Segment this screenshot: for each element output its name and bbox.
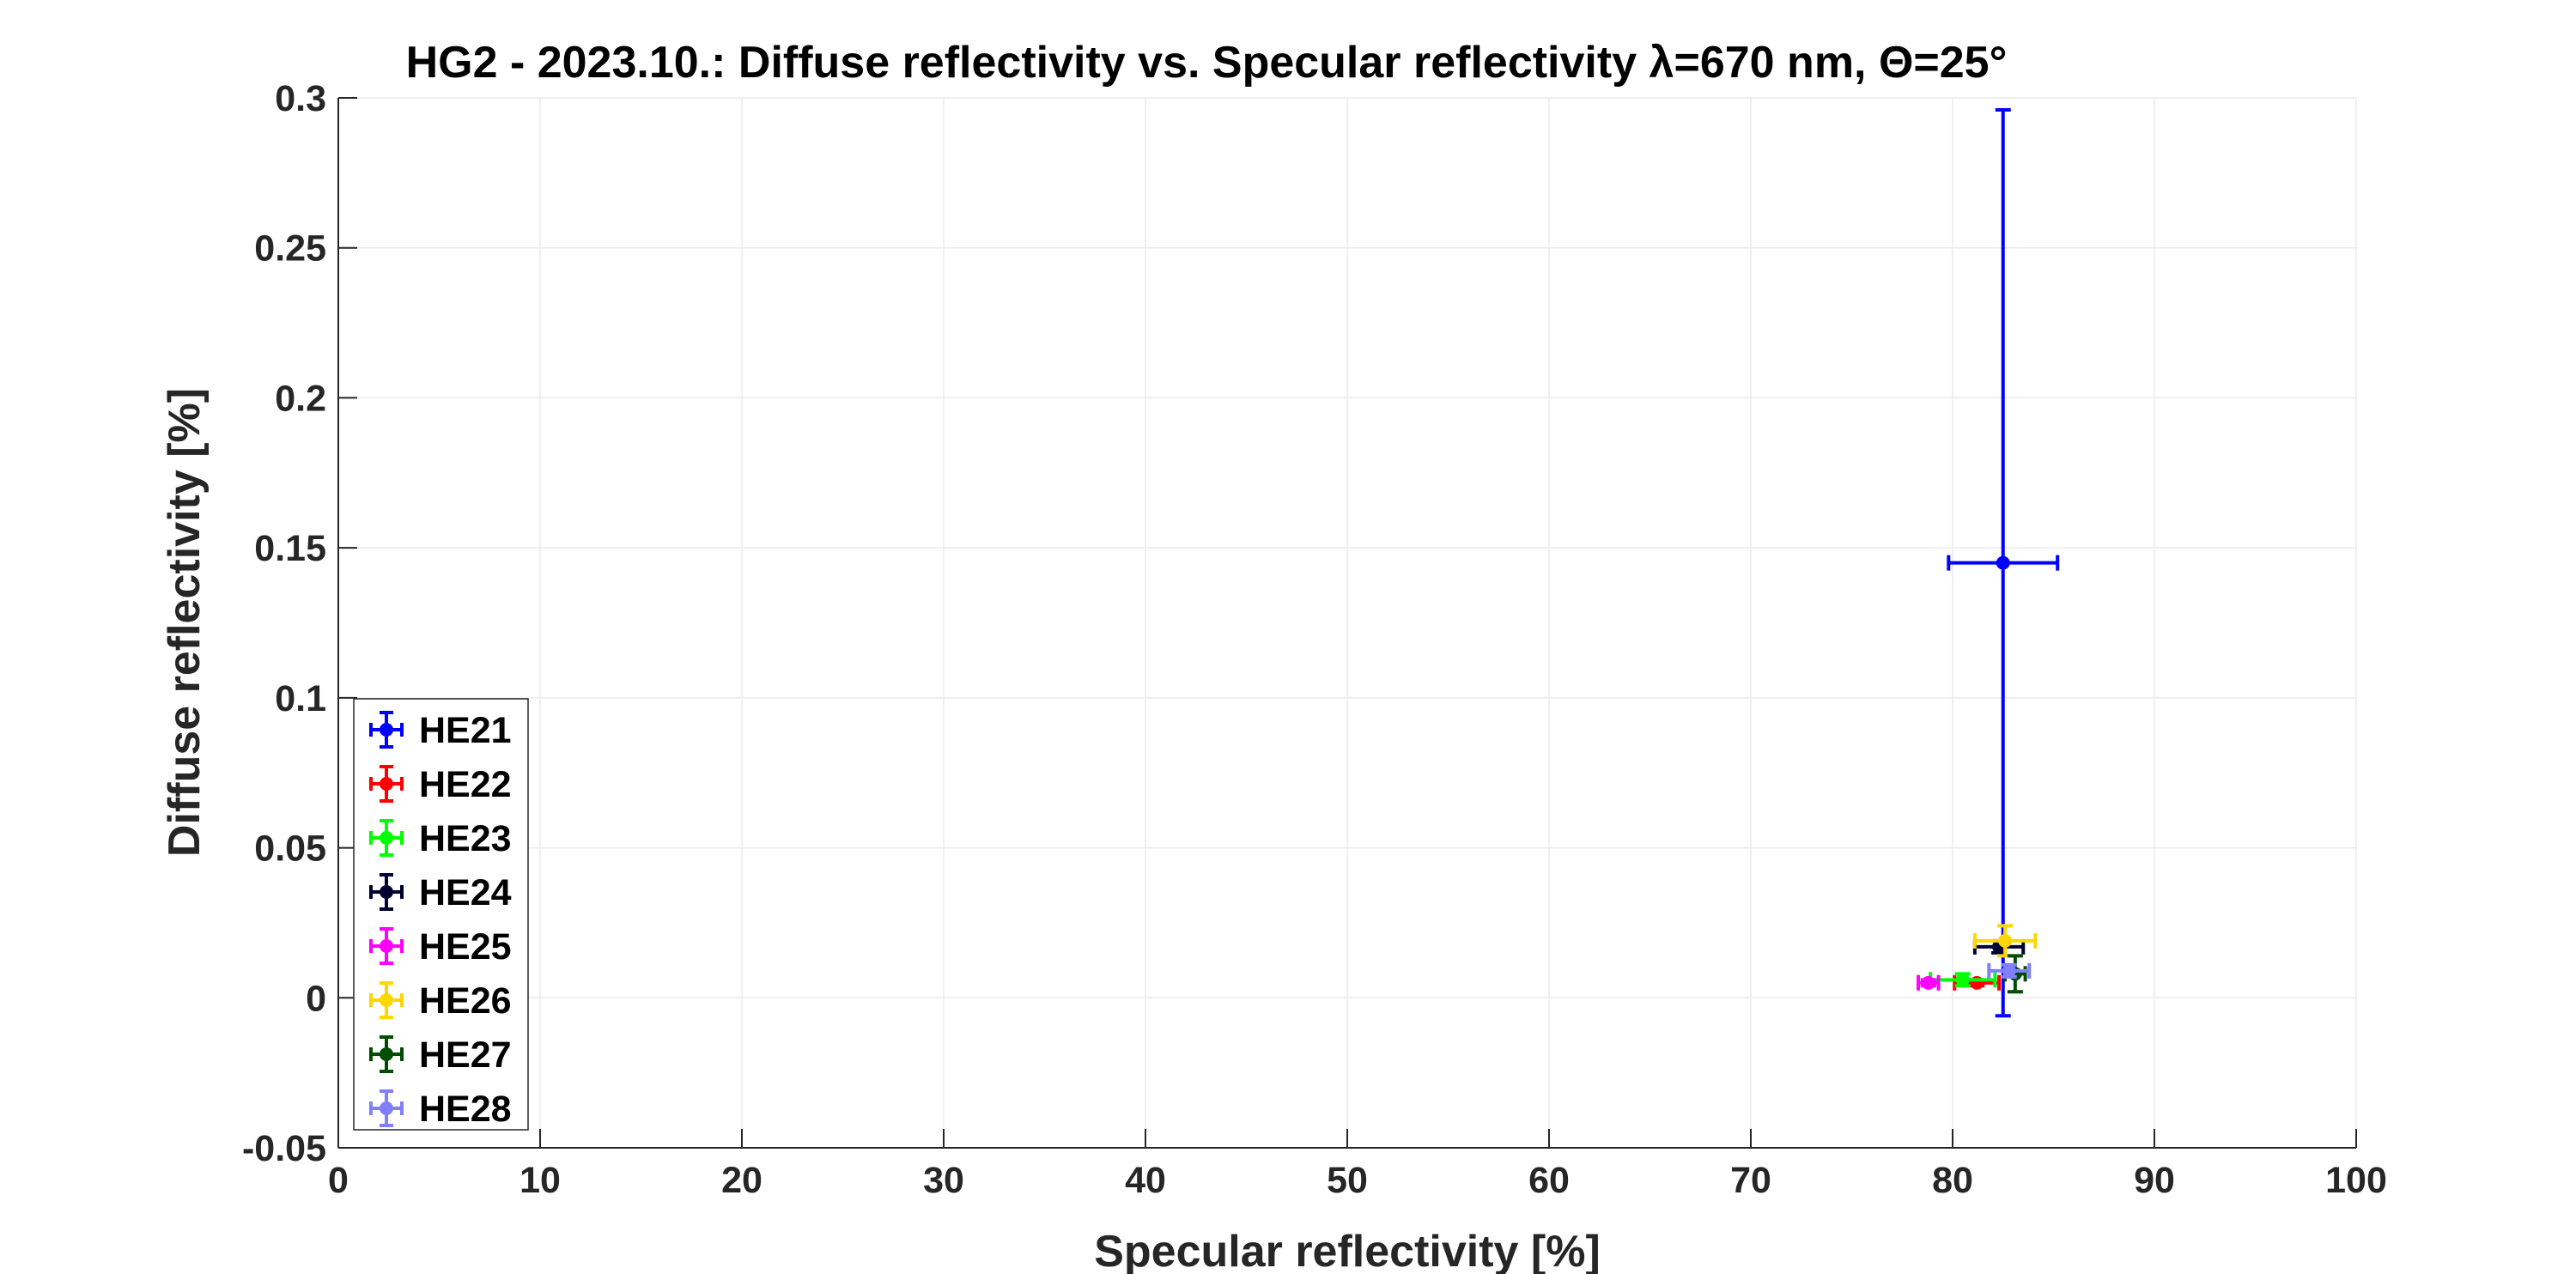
legend-item-he28: HE28	[369, 1089, 512, 1130]
data-point	[1921, 975, 1935, 990]
y-tick-label: 0.15	[254, 528, 326, 569]
legend-label: HE27	[419, 1034, 512, 1076]
legend-marker-dot	[380, 1101, 393, 1115]
legend-item-he26: HE26	[369, 980, 512, 1022]
x-tick-label: 20	[721, 1160, 762, 1201]
series-he21	[1947, 107, 2060, 1018]
x-tick-label: 50	[1327, 1160, 1368, 1201]
tick-labels: 0 10 20 30 40 50 60 70 80 90 100-0.0500.050.10.150…	[242, 78, 2387, 1201]
legend-marker-dot	[380, 939, 393, 953]
legend-marker-dot	[380, 831, 393, 845]
legend-label: HE26	[419, 980, 512, 1022]
x-tick-label: 90	[2134, 1160, 2175, 1201]
legend-marker-dot	[380, 993, 393, 1007]
y-tick-label: 0.05	[254, 828, 326, 870]
legend-item-he23: HE23	[369, 818, 512, 859]
x-tick-label: 40	[1125, 1160, 1166, 1201]
x-tick-label: 80	[1932, 1160, 1973, 1201]
y-tick-label: 0	[306, 978, 326, 1019]
y-axis-label: Diffuse reflectivity [%]	[160, 388, 210, 857]
legend-marker-dot	[380, 777, 393, 791]
legend-label: HE22	[419, 764, 512, 805]
y-tick-label: 0.2	[275, 378, 326, 419]
y-tick-label: 0.1	[275, 678, 326, 719]
legend-label: HE25	[419, 926, 512, 968]
series-he23	[1929, 972, 1997, 988]
series-he26	[1972, 924, 2038, 958]
x-tick-label: 10	[519, 1160, 561, 1201]
legend-label: HE23	[419, 818, 512, 859]
legend: HE21 HE22 HE23 HE24 HE25 HE26 HE27 HE28	[353, 698, 529, 1131]
data-point	[1996, 555, 2010, 570]
axes	[337, 97, 2357, 1149]
x-tick-label: 0	[328, 1160, 349, 1201]
legend-item-he24: HE24	[369, 872, 512, 913]
legend-item-he27: HE27	[369, 1034, 512, 1076]
legend-marker-dot	[380, 1047, 393, 1061]
series-he25	[1917, 974, 1941, 991]
x-tick-label: 100	[2325, 1160, 2387, 1201]
legend-marker-dot	[380, 723, 393, 737]
legend-label: HE21	[419, 710, 512, 751]
series-he28	[1987, 962, 2032, 979]
legend-label: HE24	[419, 872, 512, 913]
chart-title: HG2 - 2023.10.: Diffuse reflectivity vs.…	[406, 38, 2008, 88]
y-tick-label: 0.25	[254, 228, 326, 270]
x-tick-label: 60	[1528, 1160, 1570, 1201]
data-point	[1970, 975, 1984, 990]
legend-label: HE28	[419, 1089, 512, 1130]
data-point	[2002, 963, 2016, 978]
y-tick-label: 0.3	[275, 78, 326, 119]
data-point	[1998, 933, 2013, 948]
legend-item-he22: HE22	[369, 764, 512, 805]
y-tick-label: -0.05	[242, 1128, 326, 1169]
grid	[337, 97, 2357, 1149]
x-axis-label: Specular reflectivity [%]	[1094, 1227, 1601, 1274]
legend-item-he25: HE25	[369, 926, 512, 968]
x-tick-label: 70	[1730, 1160, 1771, 1201]
legend-marker-dot	[380, 885, 393, 899]
legend-item-he21: HE21	[369, 710, 512, 751]
data-series	[1917, 107, 2060, 1018]
data-point	[1955, 973, 1970, 987]
x-tick-label: 30	[923, 1160, 964, 1201]
